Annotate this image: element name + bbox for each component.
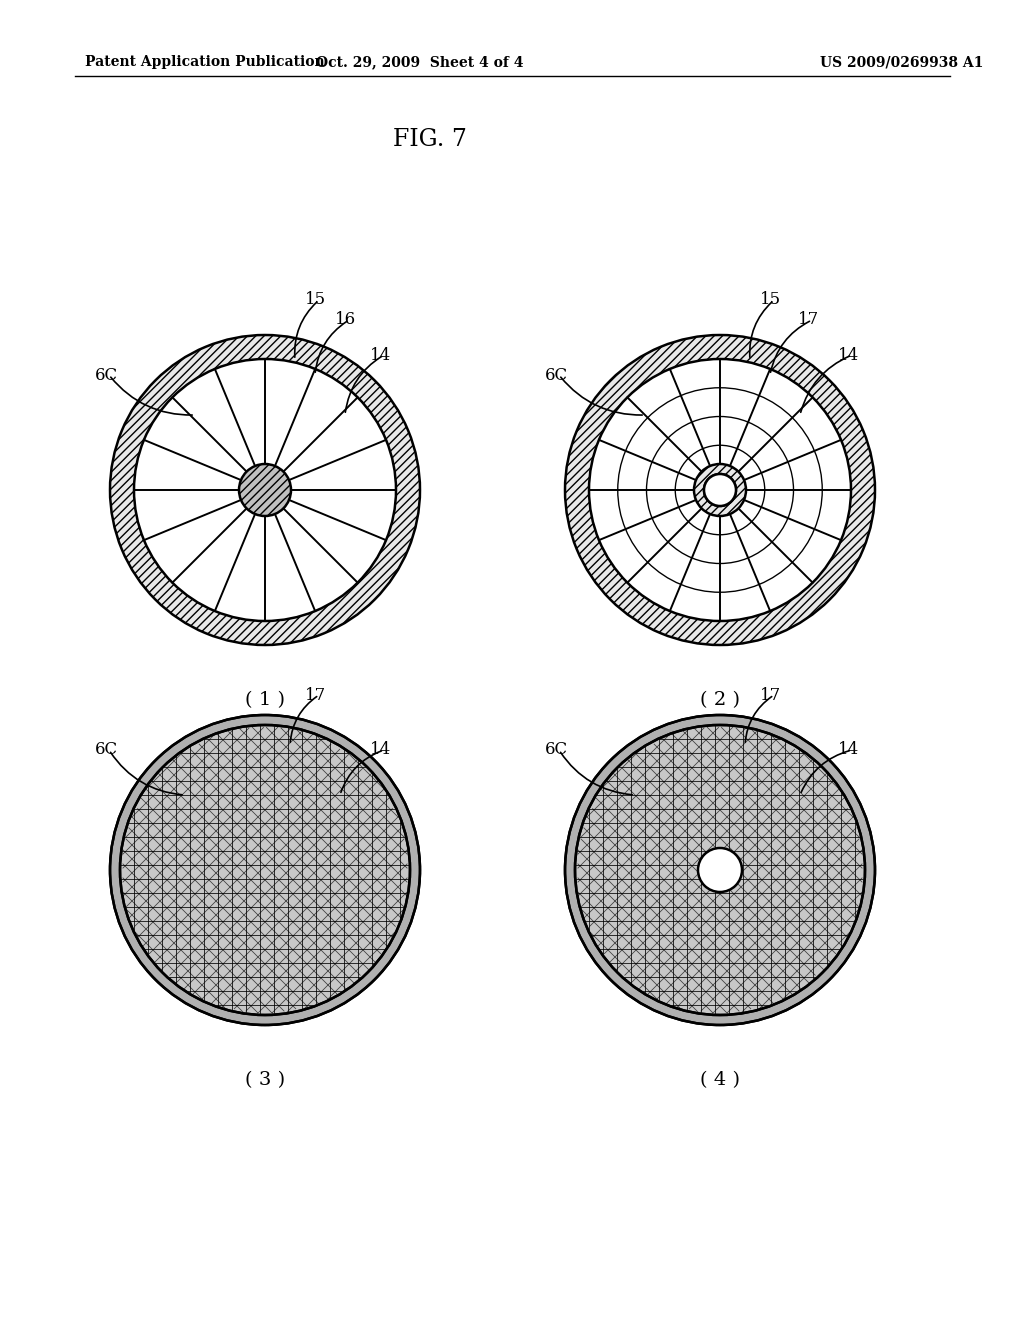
Circle shape (134, 359, 396, 620)
Text: 17: 17 (798, 312, 819, 329)
Circle shape (589, 359, 851, 620)
Text: 17: 17 (305, 686, 327, 704)
Text: ( 2 ): ( 2 ) (700, 690, 740, 709)
Text: ( 4 ): ( 4 ) (700, 1071, 740, 1089)
Text: Patent Application Publication: Patent Application Publication (85, 55, 325, 69)
Text: ( 1 ): ( 1 ) (245, 690, 285, 709)
Text: 6C: 6C (95, 367, 118, 384)
Circle shape (120, 725, 410, 1015)
Text: 14: 14 (370, 346, 391, 363)
Text: 15: 15 (760, 292, 781, 309)
Text: 6C: 6C (95, 742, 118, 759)
Text: 16: 16 (335, 312, 356, 329)
Text: 15: 15 (305, 292, 326, 309)
Text: Oct. 29, 2009  Sheet 4 of 4: Oct. 29, 2009 Sheet 4 of 4 (316, 55, 523, 69)
Text: 14: 14 (838, 742, 859, 759)
Text: US 2009/0269938 A1: US 2009/0269938 A1 (820, 55, 983, 69)
Circle shape (698, 847, 742, 892)
Circle shape (575, 725, 865, 1015)
Text: 14: 14 (370, 742, 391, 759)
Text: 6C: 6C (545, 742, 568, 759)
Circle shape (110, 715, 420, 1026)
Circle shape (705, 474, 736, 506)
Text: 17: 17 (760, 686, 781, 704)
Text: 6C: 6C (545, 367, 568, 384)
Text: FIG. 7: FIG. 7 (393, 128, 467, 152)
Circle shape (239, 465, 291, 516)
Text: 14: 14 (838, 346, 859, 363)
Text: ( 3 ): ( 3 ) (245, 1071, 285, 1089)
Circle shape (565, 715, 874, 1026)
